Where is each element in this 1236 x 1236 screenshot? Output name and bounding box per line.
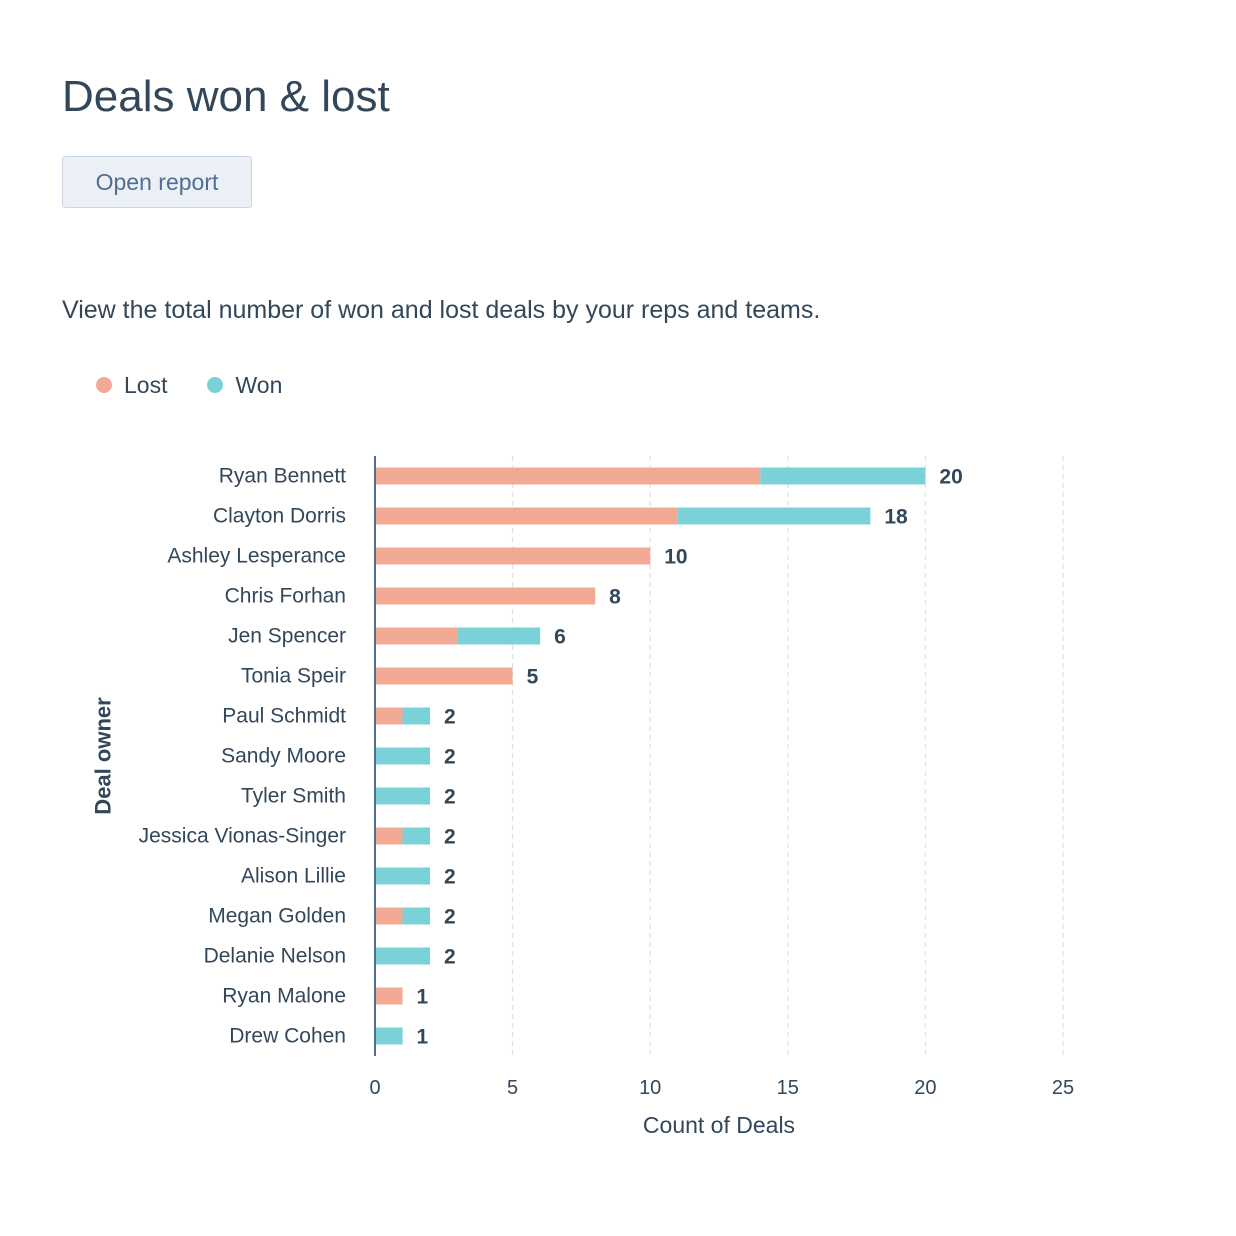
bar-won[interactable] [457, 627, 541, 645]
y-tick-label: Sandy Moore [221, 745, 346, 768]
legend-label-won: Won [235, 371, 283, 398]
y-tick-label: Jessica Vionas-Singer [139, 825, 346, 848]
bar-lost[interactable] [375, 827, 403, 845]
bar-lost[interactable] [375, 907, 403, 925]
legend-item-lost[interactable]: Lost [96, 372, 167, 399]
bar-lost[interactable] [375, 627, 458, 645]
bar-total-label: 10 [664, 546, 687, 569]
bar-total-label: 2 [444, 786, 456, 809]
bar-lost[interactable] [375, 467, 761, 485]
bar-lost[interactable] [375, 707, 403, 725]
bar-won[interactable] [402, 907, 431, 925]
bar-total-label: 2 [444, 906, 456, 929]
bar-total-label: 6 [554, 626, 566, 649]
y-tick-label: Jen Spencer [228, 625, 346, 648]
y-tick-label: Drew Cohen [229, 1025, 346, 1048]
bar-lost[interactable] [375, 987, 403, 1005]
y-tick-label: Paul Schmidt [222, 705, 346, 728]
bar-total-label: 2 [444, 946, 456, 969]
y-axis-title: Deal owner [91, 697, 116, 815]
y-tick-label: Tonia Speir [241, 665, 346, 688]
y-tick-label: Ryan Bennett [219, 465, 346, 488]
x-tick-label: 0 [369, 1077, 380, 1099]
legend-item-won[interactable]: Won [207, 372, 282, 399]
y-tick-label: Ryan Malone [222, 985, 346, 1008]
bar-lost[interactable] [375, 667, 513, 685]
x-axis-title: Count of Deals [643, 1112, 795, 1138]
report-description: View the total number of won and lost de… [62, 296, 821, 324]
bar-won[interactable] [760, 467, 926, 485]
bar-won[interactable] [375, 867, 431, 885]
y-tick-label: Chris Forhan [225, 585, 346, 608]
x-tick-label: 25 [1052, 1077, 1074, 1099]
bar-lost[interactable] [375, 587, 596, 605]
bar-lost[interactable] [375, 547, 651, 565]
bar-lost[interactable] [375, 507, 678, 525]
bar-won[interactable] [375, 747, 431, 765]
bar-total-label: 20 [939, 466, 962, 489]
bar-won[interactable] [402, 707, 431, 725]
y-tick-label: Clayton Dorris [213, 505, 346, 528]
x-tick-label: 20 [914, 1077, 936, 1099]
report-title: Deals won & lost [62, 72, 390, 121]
bar-total-label: 2 [444, 706, 456, 729]
bar-total-label: 2 [444, 826, 456, 849]
bar-total-label: 1 [417, 986, 429, 1009]
bar-won[interactable] [402, 827, 431, 845]
bar-total-label: 18 [884, 506, 908, 529]
y-tick-label: Tyler Smith [241, 785, 346, 808]
bar-won[interactable] [677, 507, 871, 525]
x-tick-label: 5 [507, 1077, 518, 1099]
bar-won[interactable] [375, 1027, 403, 1045]
bar-total-label: 1 [417, 1026, 429, 1049]
bar-total-label: 8 [609, 586, 621, 609]
bar-won[interactable] [375, 947, 431, 965]
open-report-button[interactable]: Open report [62, 156, 252, 208]
y-tick-label: Ashley Lesperance [167, 545, 346, 568]
x-tick-label: 10 [639, 1077, 661, 1099]
y-tick-label: Alison Lillie [241, 865, 346, 888]
bar-total-label: 2 [444, 866, 456, 889]
legend-swatch-won [207, 377, 224, 393]
legend-swatch-lost [96, 377, 112, 393]
y-tick-label: Delanie Nelson [204, 945, 346, 968]
y-tick-label: Megan Golden [208, 905, 346, 928]
bar-won[interactable] [375, 787, 431, 805]
x-tick-label: 15 [777, 1077, 799, 1099]
legend-label-lost: Lost [124, 371, 168, 398]
bar-total-label: 2 [444, 746, 456, 769]
bar-total-label: 5 [527, 666, 539, 689]
chart-legend: Lost Won [96, 368, 322, 402]
